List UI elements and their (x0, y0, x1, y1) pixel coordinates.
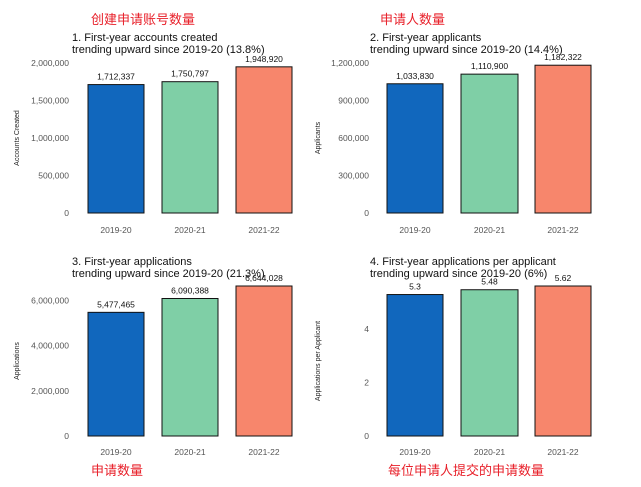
annotation-top-right: 申请人数量 (380, 13, 446, 28)
chart-applications-per-applicant-ytick: 2 (364, 378, 369, 388)
chart-applications-bar (87, 311, 145, 437)
annotation-bottom-right: 每位申请人提交的申请数量 (388, 464, 545, 479)
chart-applications-per-applicant-bar (386, 294, 444, 437)
chart-applications-per-applicant-category-label: 2021-22 (547, 447, 578, 457)
chart-accounts-ylabel: Accounts Created (14, 110, 21, 166)
chart-accounts-data-label: 1,948,920 (245, 54, 283, 64)
chart-2-title: 2. First-year applicants trending upward… (370, 32, 563, 56)
chart-accounts-category-label: 2019-20 (100, 225, 131, 235)
chart-3-title: 3. First-year applications trending upwa… (72, 256, 265, 280)
chart-accounts-ytick: 1,000,000 (31, 133, 69, 143)
chart-accounts-bar (161, 81, 219, 214)
chart-applications-per-applicant-ylabel: Applications per Applicant (315, 321, 322, 401)
chart-applicants-bar (386, 83, 444, 214)
chart-applicants-category-label: 2021-22 (547, 225, 578, 235)
chart-applicants-category-label: 2020-21 (474, 225, 505, 235)
chart-applications-per-applicant-bar (460, 289, 519, 437)
annotation-bottom-left: 申请数量 (91, 464, 144, 479)
annotation-top-left: 创建申请账号数量 (91, 13, 196, 28)
chart-applications-data-label: 6,644,028 (245, 273, 283, 283)
chart-applications-per-applicant-category-label: 2019-20 (399, 447, 430, 457)
chart-applications-data-label: 5,477,465 (97, 299, 135, 309)
chart-applications-category-label: 2019-20 (100, 447, 131, 457)
chart-applicants-ytick: 300,000 (338, 171, 369, 181)
chart-applications-category-label: 2021-22 (248, 447, 279, 457)
chart-applications-per-applicant-data-label: 5.48 (481, 277, 498, 287)
chart-applications-data-label: 6,090,388 (171, 285, 209, 295)
chart-applicants-bar (460, 73, 519, 214)
chart-applicants-bar (534, 64, 592, 214)
chart-applications-per-applicant-data-label: 5.62 (555, 273, 572, 283)
chart-accounts-ytick: 2,000,000 (31, 58, 69, 68)
chart-accounts-bar (87, 84, 145, 214)
chart-applications-ytick: 0 (64, 431, 69, 441)
chart-applicants-ytick: 1,200,000 (331, 58, 369, 68)
chart-applications-per-applicant-bar (534, 285, 592, 437)
chart-applications-ytick: 2,000,000 (31, 386, 69, 396)
chart-applicants-category-label: 2019-20 (399, 225, 430, 235)
chart-applications-bar (161, 297, 219, 437)
chart-applications-per-applicant-data-label: 5.3 (409, 282, 421, 292)
chart-applications-per-applicant-ytick: 0 (364, 431, 369, 441)
chart-1-title: 1. First-year accounts created trending … (72, 32, 265, 56)
chart-4-title: 4. First-year applications per applicant… (370, 256, 556, 280)
chart-accounts-category-label: 2020-21 (174, 225, 205, 235)
chart-applicants-data-label: 1,033,830 (396, 71, 434, 81)
chart-applicants-ytick: 600,000 (338, 133, 369, 143)
chart-applicants-data-label: 1,182,322 (544, 52, 582, 62)
chart-accounts-category-label: 2021-22 (248, 225, 279, 235)
chart-applications-category-label: 2020-21 (174, 447, 205, 457)
chart-applicants-ytick: 0 (364, 208, 369, 218)
chart-accounts-ytick: 500,000 (38, 171, 69, 181)
chart-applications-per-applicant-category-label: 2020-21 (474, 447, 505, 457)
chart-applicants-ylabel: Applicants (315, 121, 322, 154)
chart-accounts-bar (235, 66, 293, 214)
chart-applications-per-applicant-ytick: 4 (364, 324, 369, 334)
chart-applicants-ytick: 900,000 (338, 96, 369, 106)
chart-applications-bar (235, 285, 293, 437)
chart-accounts-data-label: 1,712,337 (97, 72, 135, 82)
chart-applications-ytick: 6,000,000 (31, 296, 69, 306)
chart-accounts-data-label: 1,750,797 (171, 69, 209, 79)
chart-accounts-ytick: 1,500,000 (31, 96, 69, 106)
chart-applicants-data-label: 1,110,900 (471, 61, 508, 71)
chart-accounts-ytick: 0 (64, 208, 69, 218)
chart-applications-ylabel: Applications (14, 342, 21, 380)
chart-applications-ytick: 4,000,000 (31, 341, 69, 351)
